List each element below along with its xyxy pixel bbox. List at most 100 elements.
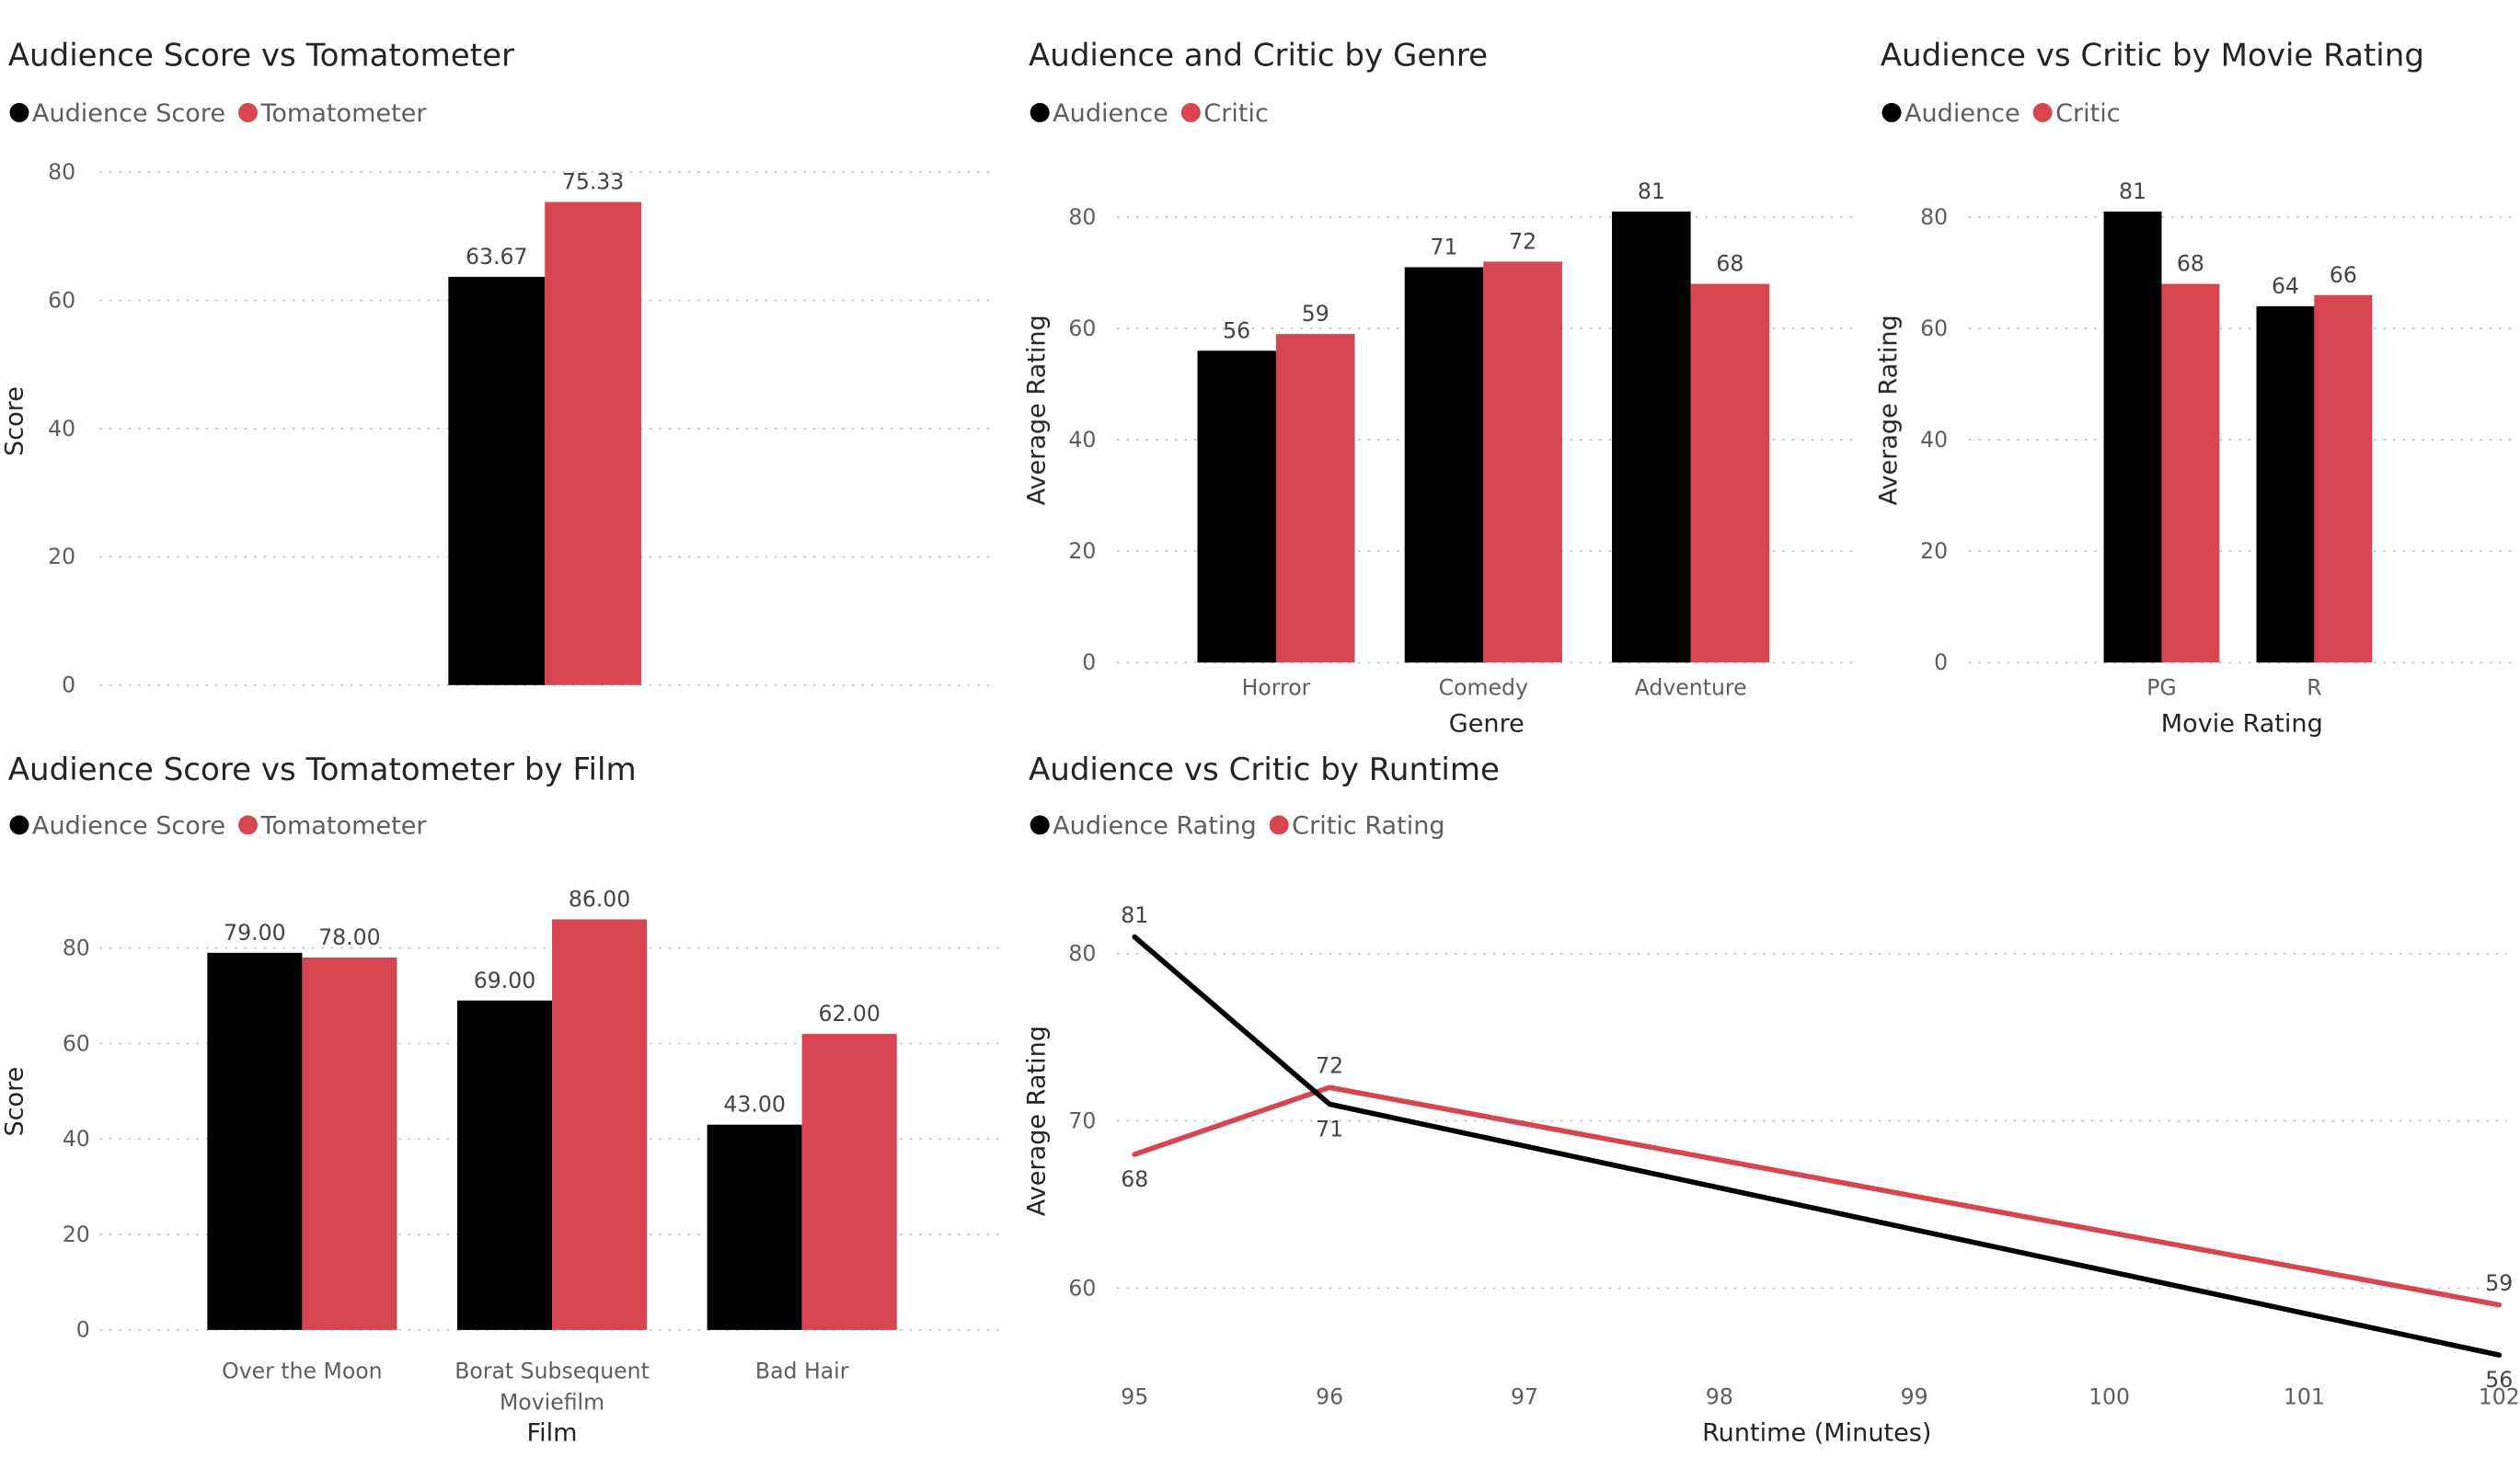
y-tick-label: 20 bbox=[48, 544, 75, 569]
y-tick-label: 80 bbox=[1068, 204, 1096, 230]
y-tick-label: 60 bbox=[1920, 315, 1948, 341]
bar-audience-horror[interactable] bbox=[1197, 350, 1276, 663]
chart-svg: Audience Score vs Tomatometer Audience Sc… bbox=[0, 38, 997, 698]
bar-critic-adventure[interactable] bbox=[1690, 283, 1770, 663]
x-axis-title: Genre bbox=[1449, 709, 1525, 738]
bar-audience-pg[interactable] bbox=[2103, 211, 2162, 663]
data-label: 59 bbox=[1302, 301, 1329, 327]
data-label: 72 bbox=[1316, 1052, 1343, 1078]
y-axis-title: Average Rating bbox=[1022, 315, 1051, 505]
legend-label-tomatometer: Tomatometer bbox=[259, 812, 427, 841]
y-tick-label: 40 bbox=[63, 1126, 90, 1152]
bar-critic-comedy[interactable] bbox=[1483, 261, 1562, 663]
y-tick-label: 60 bbox=[1068, 1275, 1096, 1301]
line-audience-rating[interactable] bbox=[1132, 934, 2503, 1358]
data-label: 64 bbox=[2272, 273, 2299, 299]
y-tick-label: 0 bbox=[62, 672, 75, 698]
data-label: 68 bbox=[1716, 251, 1743, 277]
bar-audience-score-borat-subsequent-moviefilm[interactable] bbox=[456, 1000, 553, 1330]
chart-svg: Audience Score vs Tomatometer by Film Aud… bbox=[0, 751, 1005, 1448]
x-axis-title: Film bbox=[527, 1419, 578, 1448]
legend-marker-critic bbox=[1180, 102, 1201, 122]
data-label: 71 bbox=[1431, 235, 1458, 260]
chart-title: Audience Score vs Tomatometer by Film bbox=[8, 751, 637, 788]
legend-label-critic-rating: Critic Rating bbox=[1292, 812, 1444, 841]
y-axis-title: Score bbox=[0, 1067, 29, 1137]
chart-audience-critic-by-movie-rating: Audience vs Critic by Movie Rating Audien… bbox=[1868, 0, 2520, 743]
x-tick-label: Comedy bbox=[1439, 674, 1528, 700]
y-tick-label: 0 bbox=[1082, 649, 1096, 675]
data-label: 56 bbox=[2485, 1367, 2513, 1393]
data-label: 63.67 bbox=[466, 244, 527, 270]
y-axis-title: Score bbox=[0, 386, 29, 456]
legend-marker-audience bbox=[1881, 102, 1902, 122]
x-tick-label: Over the Moon bbox=[222, 1358, 382, 1383]
data-label: 43.00 bbox=[723, 1092, 785, 1118]
bar-audience-score-over-the-moon[interactable] bbox=[207, 952, 303, 1330]
x-tick-label: R bbox=[2307, 674, 2321, 700]
bar-tomatometer-bad-hair[interactable] bbox=[801, 1034, 897, 1330]
chart-title: Audience vs Critic by Movie Rating bbox=[1881, 38, 2424, 75]
y-tick-label: 0 bbox=[1934, 649, 1948, 675]
x-tick-label: Adventure bbox=[1635, 674, 1747, 700]
x-tick-label: Horror bbox=[1242, 674, 1311, 700]
y-tick-label: 80 bbox=[48, 159, 75, 185]
x-tick-label: 96 bbox=[1316, 1383, 1343, 1409]
y-tick-label: 0 bbox=[76, 1317, 90, 1343]
chart-title: Audience Score vs Tomatometer bbox=[8, 38, 514, 75]
legend-marker-audience-rating bbox=[1030, 815, 1050, 835]
bar-critic-pg[interactable] bbox=[2161, 283, 2220, 663]
legend-label-tomatometer: Tomatometer bbox=[259, 99, 427, 128]
legend-label-audience-score: Audience Score bbox=[32, 99, 225, 128]
x-tick-label: 99 bbox=[1901, 1383, 1928, 1409]
bar-tomatometer-borat-subsequent-moviefilm[interactable] bbox=[552, 919, 648, 1330]
legend-marker-critic-rating bbox=[1269, 815, 1289, 835]
bar-audience-r[interactable] bbox=[2256, 305, 2315, 663]
y-tick-label: 60 bbox=[63, 1030, 90, 1056]
legend-label-audience: Audience bbox=[1904, 99, 2020, 128]
bar-critic-r[interactable] bbox=[2314, 294, 2373, 663]
line-critic-rating[interactable] bbox=[1132, 1084, 2503, 1308]
bar-audience-score[interactable] bbox=[448, 276, 546, 685]
bar-tomatometer-over-the-moon[interactable] bbox=[302, 958, 397, 1330]
legend-label-audience: Audience bbox=[1053, 99, 1168, 128]
bar-audience-comedy[interactable] bbox=[1404, 267, 1484, 663]
y-tick-label: 70 bbox=[1068, 1107, 1096, 1133]
legend-marker-tomatometer bbox=[238, 815, 258, 835]
data-label: 81 bbox=[2119, 178, 2146, 204]
x-tick-label: Moviefilm bbox=[500, 1389, 604, 1415]
legend-marker-critic bbox=[2032, 102, 2053, 122]
data-label: 79.00 bbox=[224, 920, 285, 946]
data-label: 68 bbox=[1121, 1166, 1148, 1192]
legend-label-audience-score: Audience Score bbox=[32, 812, 225, 841]
y-tick-label: 20 bbox=[1068, 538, 1096, 564]
y-tick-label: 40 bbox=[1068, 427, 1096, 453]
data-label: 59 bbox=[2485, 1270, 2513, 1296]
chart-audience-score-vs-tomatometer: Audience Score vs Tomatometer Audience Sc… bbox=[0, 0, 1012, 707]
data-label: 69.00 bbox=[474, 968, 535, 993]
x-tick-label: Bad Hair bbox=[755, 1358, 849, 1383]
data-label: 71 bbox=[1316, 1116, 1343, 1142]
bar-tomatometer[interactable] bbox=[545, 201, 641, 685]
x-axis-title: Runtime (Minutes) bbox=[1702, 1419, 1931, 1448]
legend-label-critic: Critic bbox=[1203, 99, 1269, 128]
data-label: 62.00 bbox=[818, 1001, 880, 1027]
data-label: 72 bbox=[1509, 228, 1536, 254]
legend-marker-tomatometer bbox=[238, 102, 258, 122]
x-tick-label: 97 bbox=[1511, 1383, 1538, 1409]
y-tick-label: 40 bbox=[1920, 427, 1948, 453]
x-tick-label: 95 bbox=[1121, 1383, 1148, 1409]
data-label: 81 bbox=[1121, 902, 1148, 928]
data-label: 81 bbox=[1638, 178, 1665, 204]
bar-critic-horror[interactable] bbox=[1275, 334, 1355, 663]
x-tick-label: 102 bbox=[2479, 1383, 2520, 1409]
legend-label-audience-rating: Audience Rating bbox=[1053, 812, 1257, 841]
y-tick-label: 40 bbox=[48, 416, 75, 442]
x-tick-label: PG bbox=[2146, 674, 2176, 700]
chart-svg: Audience vs Critic by Movie Rating Audien… bbox=[1874, 38, 2515, 738]
bar-audience-score-bad-hair[interactable] bbox=[707, 1124, 802, 1330]
bar-audience-adventure[interactable] bbox=[1612, 211, 1691, 663]
legend-marker-audience-score bbox=[9, 815, 29, 835]
chart-title: Audience vs Critic by Runtime bbox=[1029, 751, 1500, 788]
